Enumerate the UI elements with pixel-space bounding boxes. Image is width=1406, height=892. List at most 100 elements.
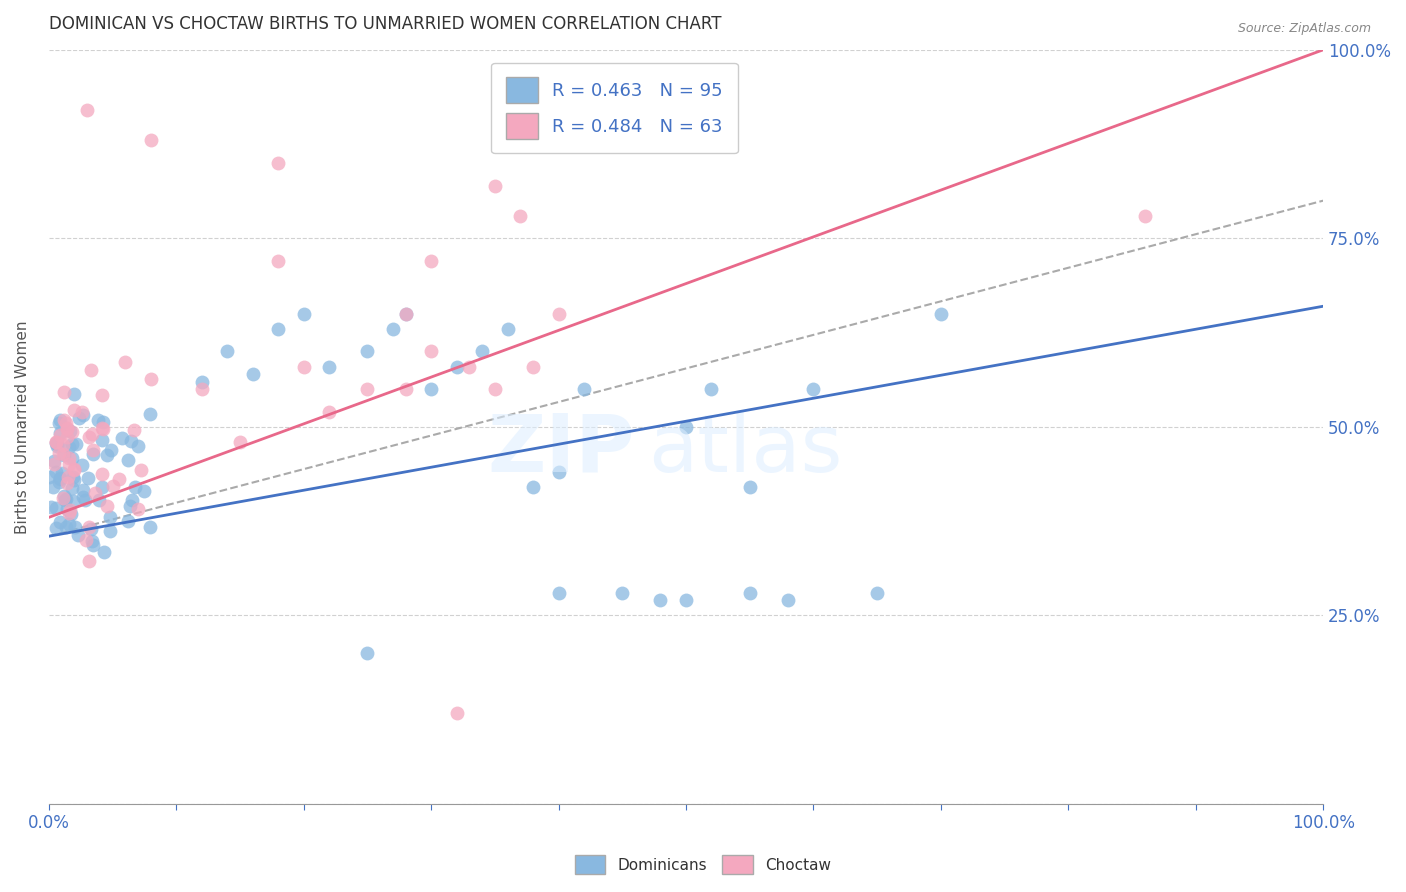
Point bbox=[675, 420, 697, 434]
Point bbox=[318, 405, 340, 419]
Point bbox=[117, 514, 139, 528]
Point bbox=[114, 355, 136, 369]
Point bbox=[547, 465, 569, 479]
Point bbox=[127, 439, 149, 453]
Point bbox=[190, 375, 212, 389]
Point bbox=[70, 404, 93, 418]
Point bbox=[100, 443, 122, 458]
Point bbox=[63, 387, 86, 401]
Point bbox=[87, 492, 110, 507]
Point bbox=[91, 388, 114, 402]
Point bbox=[72, 408, 94, 422]
Point bbox=[56, 476, 79, 491]
Point bbox=[51, 466, 73, 480]
Point bbox=[80, 533, 103, 548]
Legend: Dominicans, Choctaw: Dominicans, Choctaw bbox=[568, 849, 838, 880]
Legend: R = 0.463   N = 95, R = 0.484   N = 63: R = 0.463 N = 95, R = 0.484 N = 63 bbox=[491, 62, 738, 153]
Point bbox=[91, 434, 114, 448]
Point bbox=[267, 322, 290, 336]
Point bbox=[52, 491, 75, 505]
Point bbox=[91, 415, 114, 429]
Point bbox=[318, 359, 340, 374]
Point bbox=[58, 506, 80, 520]
Point bbox=[139, 407, 162, 421]
Text: DOMINICAN VS CHOCTAW BIRTHS TO UNMARRIED WOMEN CORRELATION CHART: DOMINICAN VS CHOCTAW BIRTHS TO UNMARRIED… bbox=[49, 15, 721, 33]
Point bbox=[45, 436, 67, 450]
Point bbox=[44, 457, 66, 471]
Point bbox=[394, 307, 416, 321]
Point bbox=[929, 307, 952, 321]
Point bbox=[52, 413, 75, 427]
Point bbox=[53, 489, 76, 503]
Point bbox=[87, 413, 110, 427]
Point bbox=[127, 501, 149, 516]
Point bbox=[45, 434, 67, 449]
Point bbox=[803, 382, 825, 396]
Point bbox=[56, 420, 79, 434]
Point bbox=[45, 521, 67, 535]
Point bbox=[547, 586, 569, 600]
Point bbox=[62, 470, 84, 484]
Point bbox=[394, 307, 416, 321]
Point bbox=[52, 448, 75, 462]
Point bbox=[72, 458, 94, 473]
Point bbox=[458, 359, 481, 374]
Point bbox=[72, 491, 94, 505]
Point bbox=[60, 481, 83, 495]
Point bbox=[42, 480, 65, 494]
Point bbox=[356, 646, 378, 660]
Point bbox=[76, 470, 98, 484]
Point bbox=[132, 484, 155, 499]
Point bbox=[522, 359, 544, 374]
Point bbox=[59, 424, 82, 438]
Point bbox=[420, 382, 443, 396]
Point bbox=[77, 554, 100, 568]
Point bbox=[129, 463, 152, 477]
Point bbox=[53, 493, 76, 508]
Point bbox=[67, 528, 90, 542]
Point bbox=[76, 103, 98, 118]
Point bbox=[55, 492, 77, 507]
Point bbox=[75, 492, 97, 507]
Point bbox=[356, 382, 378, 396]
Point bbox=[58, 517, 80, 532]
Point bbox=[496, 322, 519, 336]
Point bbox=[612, 586, 634, 600]
Point bbox=[675, 593, 697, 607]
Point bbox=[38, 470, 60, 484]
Point bbox=[90, 467, 112, 482]
Point bbox=[48, 417, 70, 431]
Point bbox=[190, 382, 212, 396]
Point bbox=[96, 499, 118, 513]
Point bbox=[738, 586, 761, 600]
Point bbox=[49, 471, 72, 485]
Point bbox=[58, 440, 80, 454]
Point bbox=[446, 359, 468, 374]
Point bbox=[56, 501, 79, 516]
Text: ZIP: ZIP bbox=[488, 410, 636, 489]
Point bbox=[91, 480, 114, 494]
Point bbox=[45, 466, 67, 480]
Point bbox=[98, 509, 121, 524]
Point bbox=[124, 480, 146, 494]
Point bbox=[267, 254, 290, 268]
Point bbox=[62, 462, 84, 476]
Point bbox=[67, 410, 90, 425]
Point bbox=[77, 430, 100, 444]
Point bbox=[52, 438, 75, 452]
Point bbox=[45, 435, 67, 450]
Point bbox=[48, 472, 70, 486]
Point bbox=[42, 453, 65, 467]
Point bbox=[101, 479, 124, 493]
Point bbox=[52, 384, 75, 399]
Point bbox=[121, 492, 143, 507]
Point bbox=[52, 447, 75, 461]
Point bbox=[65, 437, 87, 451]
Point bbox=[394, 382, 416, 396]
Point bbox=[55, 520, 77, 534]
Point bbox=[48, 446, 70, 460]
Point bbox=[79, 362, 101, 376]
Point bbox=[72, 483, 94, 497]
Point bbox=[82, 538, 104, 552]
Point bbox=[522, 480, 544, 494]
